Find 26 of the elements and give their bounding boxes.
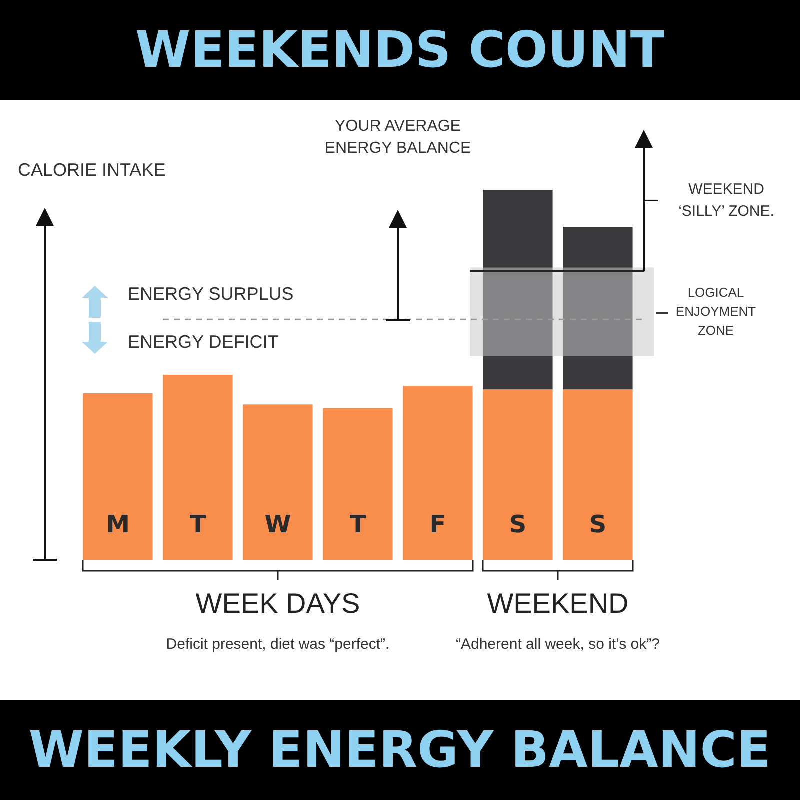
text: WEEKEND [486, 588, 630, 620]
x-tick-label: M [106, 510, 130, 539]
annotation: ENERGY SURPLUS [128, 284, 294, 304]
text: “Adherent all week, so it’s ok”? [455, 636, 661, 653]
bar [403, 386, 473, 560]
text: WEEKLY ENERGY BALANCE [0, 700, 800, 800]
text: WEEK DAYS [194, 588, 362, 620]
x-tick-label: S [509, 510, 527, 539]
x-tick-label: T [190, 510, 207, 539]
text: Deficit present, diet was “perfect”. [165, 636, 391, 653]
bar [83, 394, 153, 560]
bar [243, 404, 313, 560]
x-tick-label: F [430, 510, 446, 539]
bar [483, 390, 553, 560]
x-tick-label: T [350, 510, 367, 539]
y-axis-title: CALORIE INTAKE [18, 160, 166, 181]
bar [163, 375, 233, 560]
band-label: LOGICAL ENJOYMENT ZONE [674, 284, 758, 340]
chart-title: WEEKENDS COUNT [0, 0, 800, 100]
ref-line-label: WEEKEND ‘SILLY’ ZONE. [678, 180, 776, 222]
x-tick-label: S [589, 510, 607, 539]
bar [563, 390, 633, 560]
text: YOUR AVERAGE ENERGY BALANCE [324, 117, 472, 159]
bar [323, 408, 393, 560]
x-tick-label: W [264, 510, 292, 539]
annotation: ENERGY DEFICIT [128, 332, 279, 352]
